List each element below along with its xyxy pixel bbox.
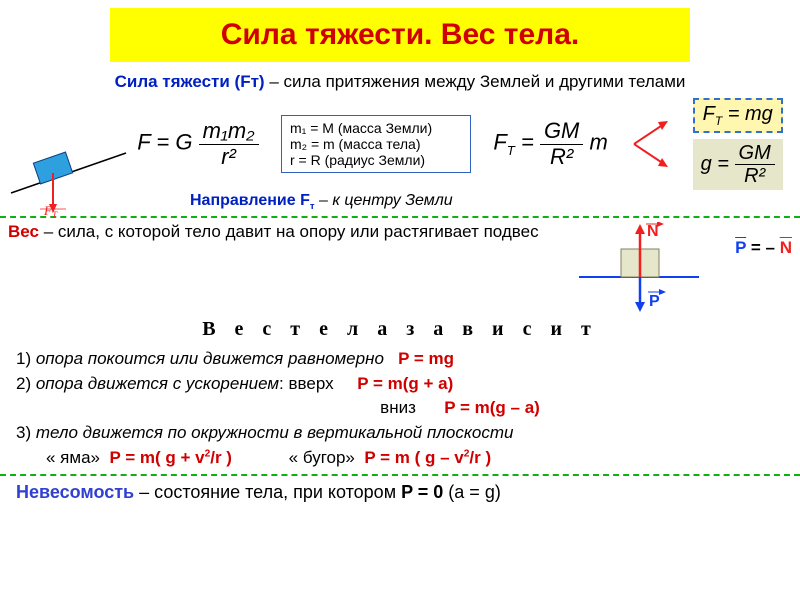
- c1-pre: 1): [16, 349, 36, 368]
- split-arrows: [630, 114, 670, 174]
- c2-pre: 2): [16, 374, 36, 393]
- weight-definition: Вес – сила, с которой тело давит на опор…: [8, 222, 553, 242]
- veq-n: N: [780, 238, 792, 257]
- c1-it: опора покоится или движется равномерно: [36, 349, 384, 368]
- c2-up: : вверх: [279, 374, 334, 393]
- title-banner: Сила тяжести. Вес тела.: [110, 8, 690, 62]
- ft-top: GM: [540, 119, 583, 144]
- dir-rest: – к центру Земли: [315, 192, 453, 209]
- veq-p: P: [735, 238, 746, 257]
- case-3-sub: « яма» P = m( g + v2/r ) « бугор» P = m …: [16, 446, 784, 471]
- case-2-down: вниз P = m(g – a): [16, 396, 784, 421]
- intro-rest: – сила притяжения между Землей и другими…: [265, 72, 686, 91]
- intro-text: Сила тяжести (Fт) – сила притяжения межд…: [4, 72, 796, 92]
- nevesomost: Невесомость – состояние тела, при которо…: [0, 480, 800, 507]
- g-formula-box: g = GM R²: [693, 139, 783, 190]
- svg-text:N: N: [647, 223, 659, 240]
- direction-text: Направление Fт – к центру Земли: [190, 192, 800, 212]
- depends-title: В е с т е л а з а в и с и т: [0, 318, 800, 341]
- vec-equation: P = – N: [735, 222, 792, 258]
- gravitation-formula: F = G m₁m₂ r²: [137, 119, 258, 168]
- ft-formula: FT = GM R² m: [493, 119, 608, 168]
- c2-it: опора движется с ускорением: [36, 374, 279, 393]
- c3-it: тело движется по окружности в вертикальн…: [36, 423, 514, 442]
- formula-row: F = G m₁m₂ r² m₁ = M (масса Земли) m₂ = …: [120, 98, 800, 190]
- svg-text:P: P: [649, 293, 660, 310]
- ft-bot: R²: [540, 145, 583, 169]
- ft-mg-box: FT = mg: [693, 98, 783, 133]
- incline-diagram: F T: [6, 133, 136, 218]
- mass-l1: m₁ = M (масса Земли): [290, 120, 462, 136]
- grav-top: m₁m₂: [199, 119, 259, 144]
- case-3: 3) тело движется по окружности в вертика…: [16, 421, 784, 446]
- ft-m: m: [590, 130, 608, 155]
- g-top: GM: [735, 142, 775, 165]
- nv-p0: P = 0: [401, 482, 443, 502]
- c3-pitf: P = m( g + v2/r ): [109, 448, 232, 467]
- mass-definitions-box: m₁ = M (масса Земли) m₂ = m (масса тела)…: [281, 115, 471, 173]
- cases-list: 1) опора покоится или движется равномерн…: [0, 347, 800, 470]
- c1-f: P = mg: [398, 349, 454, 368]
- frac-grav: m₁m₂ r²: [199, 119, 259, 168]
- support-diagram: N P: [569, 222, 719, 312]
- c3-hill: « бугор»: [289, 448, 355, 467]
- w-text: сила, с которой тело давит на опору или …: [58, 222, 539, 241]
- grav-bot: r²: [199, 145, 259, 169]
- intro-term: Сила тяжести (Fт): [115, 72, 265, 91]
- mass-l3: r = R (радиус Земли): [290, 152, 462, 168]
- mass-l2: m₂ = m (масса тела): [290, 136, 462, 152]
- nv-text: – состояние тела, при котором: [134, 482, 401, 502]
- c3-hillf: P = m ( g – v2/r ): [364, 448, 491, 467]
- nv-ag: (a = g): [443, 482, 501, 502]
- weight-row: Вес – сила, с которой тело давит на опор…: [0, 222, 800, 312]
- result-formulas: FT = mg g = GM R²: [693, 98, 783, 190]
- nv-term: Невесомость: [16, 482, 134, 502]
- w-dash: –: [39, 222, 58, 241]
- svg-text:T: T: [52, 210, 58, 218]
- dir-ft: Fт: [300, 192, 314, 209]
- c3-pit: « яма»: [46, 448, 100, 467]
- separator-2: [0, 474, 800, 476]
- g-lhs: g =: [701, 153, 729, 175]
- f-lhs: F =: [137, 130, 169, 155]
- case-2: 2) опора движется с ускорением: вверх P …: [16, 372, 784, 397]
- case-1: 1) опора покоится или движется равномерн…: [16, 347, 784, 372]
- c2-upf: P = m(g + a): [357, 374, 453, 393]
- dir-pre: Направление: [190, 192, 300, 209]
- c3-pre: 3): [16, 423, 36, 442]
- c2-dnf: P = m(g – a): [444, 398, 540, 417]
- veq-eq: = –: [746, 238, 780, 257]
- c2-dn: вниз: [380, 398, 416, 417]
- g-bot: R²: [735, 165, 775, 187]
- f-G: G: [175, 130, 192, 155]
- w-term: Вес: [8, 222, 39, 241]
